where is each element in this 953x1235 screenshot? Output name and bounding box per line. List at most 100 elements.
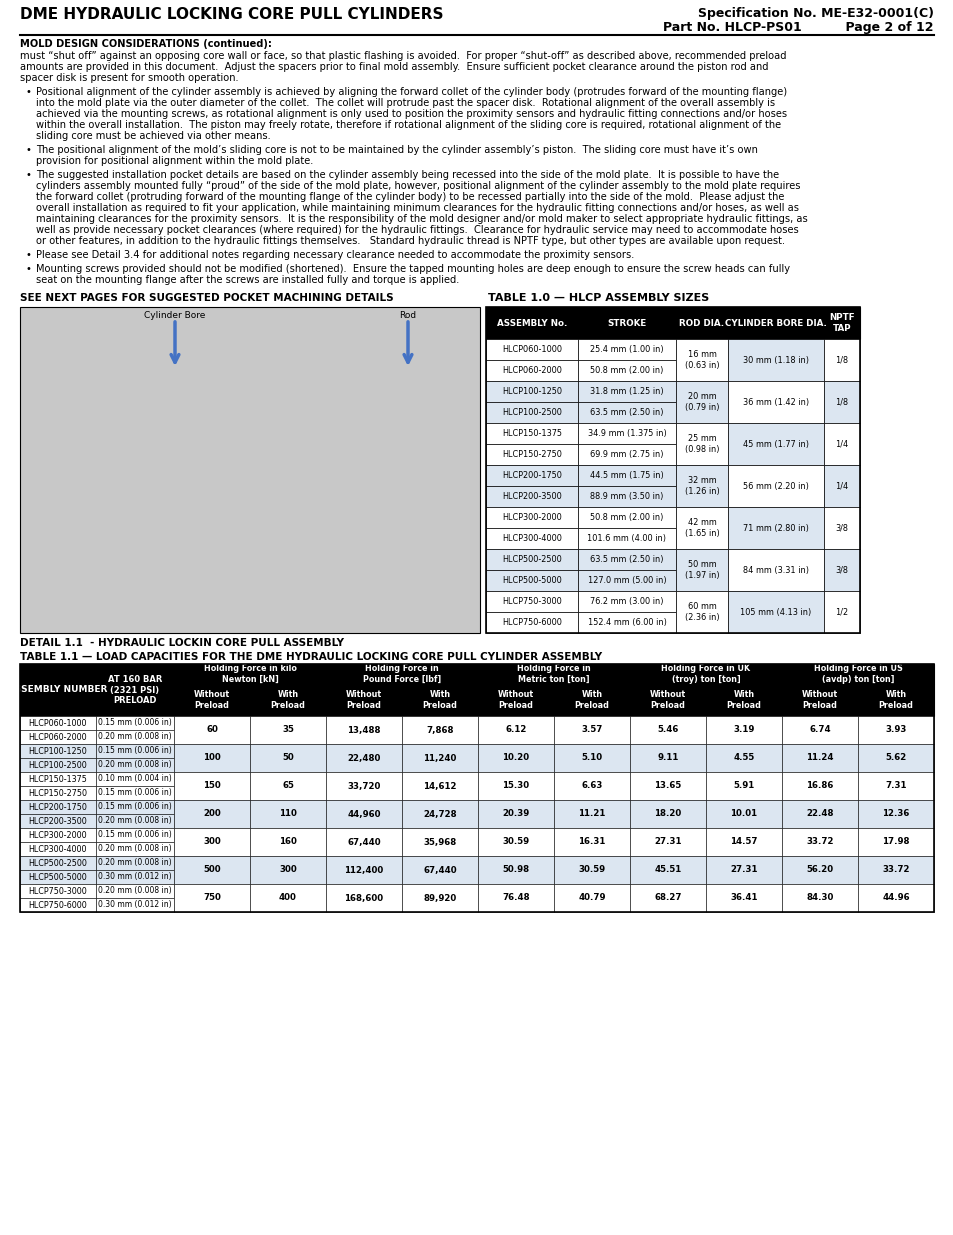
Bar: [173, 856, 250, 884]
Text: 36.41: 36.41: [729, 893, 757, 903]
Bar: [676, 424, 727, 466]
Bar: [823, 466, 859, 508]
Text: AT 160 BAR
(2321 PSI)
PRELOAD: AT 160 BAR (2321 PSI) PRELOAD: [108, 676, 162, 705]
Text: 110: 110: [279, 809, 296, 819]
Text: HLCP500-2500: HLCP500-2500: [501, 555, 561, 564]
Text: 750: 750: [203, 893, 221, 903]
Text: 500: 500: [203, 866, 220, 874]
Bar: [857, 743, 933, 772]
Text: 42 mm
(1.65 in): 42 mm (1.65 in): [684, 519, 719, 537]
Text: ASSEMBLY NUMBER: ASSEMBLY NUMBER: [9, 685, 108, 694]
Text: 35,968: 35,968: [423, 837, 456, 846]
Text: 45 mm (1.77 in): 45 mm (1.77 in): [742, 440, 808, 448]
Bar: [578, 445, 676, 466]
Text: 27.31: 27.31: [729, 866, 757, 874]
Bar: [781, 772, 857, 800]
Bar: [477, 884, 554, 911]
Bar: [857, 884, 933, 911]
Bar: [554, 800, 629, 827]
Text: 31.8 mm (1.25 in): 31.8 mm (1.25 in): [590, 387, 663, 396]
Bar: [857, 716, 933, 743]
Text: 50.8 mm (2.00 in): 50.8 mm (2.00 in): [590, 366, 663, 375]
Bar: [96, 772, 173, 785]
Bar: [485, 466, 578, 487]
Bar: [629, 827, 705, 856]
Bar: [20, 758, 96, 772]
Text: HLCP060-2000: HLCP060-2000: [501, 366, 561, 375]
Text: HLCP150-2750: HLCP150-2750: [501, 450, 561, 459]
Text: DME HYDRAULIC LOCKING CORE PULL CYLINDERS: DME HYDRAULIC LOCKING CORE PULL CYLINDER…: [20, 7, 443, 22]
Bar: [173, 800, 250, 827]
Text: 200: 200: [203, 809, 221, 819]
Bar: [705, 743, 781, 772]
Text: NPTF
TAP: NPTF TAP: [828, 314, 854, 332]
Bar: [485, 508, 578, 529]
Text: HLCP100-2500: HLCP100-2500: [29, 761, 88, 769]
Text: •: •: [26, 170, 31, 180]
Text: Holding Force in US
(avdp) ton [ton]: Holding Force in US (avdp) ton [ton]: [813, 664, 902, 684]
Text: 5.91: 5.91: [733, 782, 754, 790]
Bar: [173, 684, 250, 716]
Bar: [781, 716, 857, 743]
Bar: [20, 772, 96, 785]
Text: 14,612: 14,612: [423, 782, 456, 790]
Text: 0.15 mm (0.006 in): 0.15 mm (0.006 in): [98, 719, 172, 727]
Text: 101.6 mm (4.00 in): 101.6 mm (4.00 in): [587, 534, 666, 543]
Text: 76.48: 76.48: [501, 893, 529, 903]
Bar: [485, 359, 578, 382]
Text: Without
Preload: Without Preload: [649, 690, 685, 710]
Bar: [96, 827, 173, 842]
Text: 16.31: 16.31: [578, 837, 605, 846]
Text: 16.86: 16.86: [805, 782, 833, 790]
Text: The positional alignment of the mold’s sliding core is not to be maintained by t: The positional alignment of the mold’s s…: [36, 144, 757, 156]
Text: 4.55: 4.55: [733, 753, 754, 762]
Bar: [485, 308, 859, 634]
Bar: [173, 772, 250, 800]
Bar: [485, 571, 578, 592]
Text: 0.20 mm (0.008 in): 0.20 mm (0.008 in): [98, 732, 172, 741]
Text: 13.65: 13.65: [654, 782, 680, 790]
Bar: [401, 856, 477, 884]
Bar: [96, 743, 173, 758]
Bar: [554, 772, 629, 800]
Text: 150: 150: [203, 782, 221, 790]
Bar: [485, 308, 578, 338]
Text: 7.31: 7.31: [884, 782, 905, 790]
Bar: [20, 869, 96, 884]
Text: 35: 35: [282, 725, 294, 735]
Text: HLCP750-3000: HLCP750-3000: [501, 597, 561, 606]
Text: HLCP150-2750: HLCP150-2750: [29, 788, 88, 798]
Bar: [705, 856, 781, 884]
Bar: [326, 827, 401, 856]
Bar: [781, 884, 857, 911]
Text: 20.39: 20.39: [502, 809, 529, 819]
Bar: [554, 827, 629, 856]
Bar: [705, 800, 781, 827]
Bar: [676, 550, 727, 592]
Text: 67,440: 67,440: [347, 837, 380, 846]
Text: Holding Force in
Pound Force [lbf]: Holding Force in Pound Force [lbf]: [362, 664, 440, 684]
Bar: [326, 772, 401, 800]
Bar: [477, 772, 554, 800]
Text: MOLD DESIGN CONSIDERATIONS (continued):: MOLD DESIGN CONSIDERATIONS (continued):: [20, 40, 272, 49]
Text: HLCP300-4000: HLCP300-4000: [501, 534, 561, 543]
Bar: [554, 856, 629, 884]
Text: 13,488: 13,488: [347, 725, 380, 735]
Bar: [326, 684, 401, 716]
Bar: [578, 592, 676, 613]
Bar: [781, 684, 857, 716]
Text: 3.93: 3.93: [884, 725, 905, 735]
Bar: [857, 827, 933, 856]
Text: •: •: [26, 144, 31, 156]
Text: 0.15 mm (0.006 in): 0.15 mm (0.006 in): [98, 830, 172, 840]
Bar: [857, 856, 933, 884]
Bar: [781, 827, 857, 856]
Text: 30.59: 30.59: [502, 837, 529, 846]
Bar: [401, 772, 477, 800]
Text: 6.12: 6.12: [505, 725, 526, 735]
Bar: [96, 785, 173, 800]
Bar: [705, 716, 781, 743]
Text: 1/4: 1/4: [835, 440, 848, 448]
Text: 50: 50: [282, 753, 294, 762]
Bar: [554, 684, 629, 716]
